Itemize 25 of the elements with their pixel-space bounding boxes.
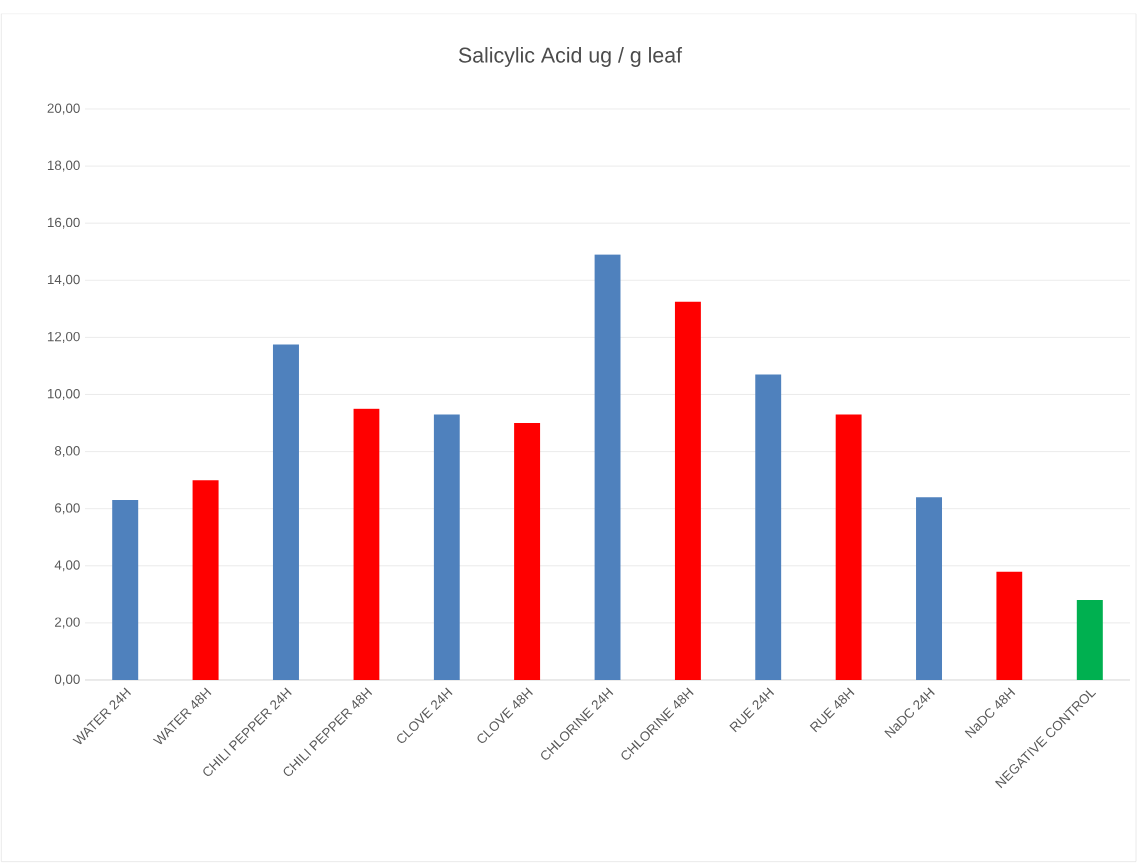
y-tick-label: 10,00	[47, 388, 80, 401]
bar	[996, 571, 1023, 680]
y-tick-label: 4,00	[54, 560, 80, 572]
y-tick-label: 14,00	[47, 274, 80, 286]
y-tick-label: 20,00	[47, 103, 80, 115]
bar	[433, 414, 460, 680]
y-tick-label: 6,00	[55, 503, 80, 515]
bar	[755, 374, 782, 680]
bar	[916, 497, 943, 680]
y-tick-label: 0,00	[54, 674, 80, 686]
bar	[594, 254, 621, 680]
y-tick-label: 18,00	[47, 160, 80, 172]
bar	[112, 500, 139, 680]
bar	[192, 480, 219, 680]
bar	[272, 344, 299, 680]
y-tick-label: 16,00	[47, 217, 80, 229]
y-tick-label: 8,00	[54, 446, 80, 458]
y-tick-label: 2,00	[55, 617, 80, 629]
y-tick-label: 12,00	[47, 331, 80, 343]
bar	[514, 423, 541, 680]
bar	[353, 408, 380, 680]
bar	[835, 414, 862, 680]
bar	[674, 301, 701, 680]
chart-title: Salicylic Acid ug / g leaf	[458, 47, 683, 67]
bar	[1076, 600, 1103, 680]
